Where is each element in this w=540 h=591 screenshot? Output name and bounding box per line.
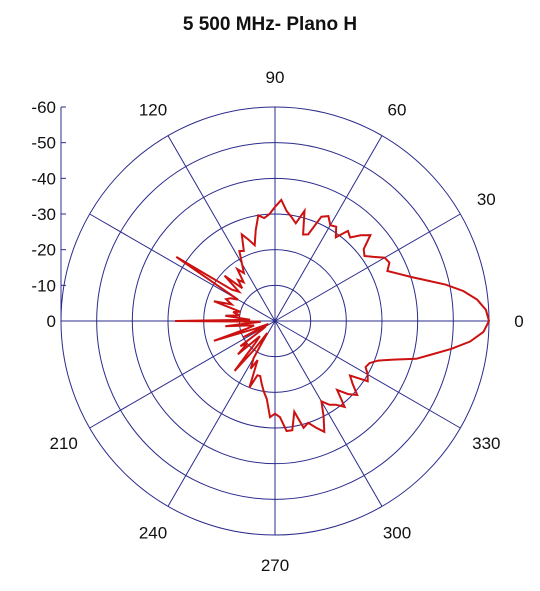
radial-tick-label: -60 — [31, 98, 56, 117]
chart-title: 5 500 MHz- Plano H — [182, 14, 358, 35]
angle-tick-label: 300 — [383, 523, 411, 542]
radial-tick-label: 0 — [47, 312, 56, 331]
radial-tick-label: -40 — [31, 169, 56, 188]
angular-tick-labels: 0 30 60 90 120 210 240 270 300 330 — [50, 68, 524, 575]
grid-spoke — [274, 135, 383, 322]
angle-tick-label: 120 — [139, 101, 167, 120]
grid-spoke — [167, 135, 276, 322]
grid-spoke — [89, 320, 276, 429]
grid-spoke — [89, 213, 276, 322]
polar-grid — [60, 106, 490, 536]
angle-tick-label: 60 — [388, 101, 407, 120]
angle-tick-label: 330 — [472, 434, 500, 453]
radial-tick-label: -10 — [31, 276, 56, 295]
angle-tick-label: 0 — [514, 312, 523, 331]
angle-tick-label: 270 — [261, 556, 289, 575]
radial-tick-label: -20 — [31, 241, 56, 260]
angle-tick-label: 30 — [477, 190, 496, 209]
radial-tick-label: -50 — [31, 134, 56, 153]
angle-tick-label: 90 — [266, 68, 285, 87]
radial-axis: 0 -10 -20 -30 -40 -50 -60 — [31, 98, 66, 331]
angle-tick-label: 240 — [139, 523, 167, 542]
grid-spoke — [274, 320, 383, 507]
radiation-pattern-line — [175, 198, 491, 434]
angle-tick-label: 210 — [50, 434, 78, 453]
grid-spoke — [274, 213, 461, 322]
radial-tick-label: -30 — [31, 205, 56, 224]
series-layer — [175, 198, 491, 434]
